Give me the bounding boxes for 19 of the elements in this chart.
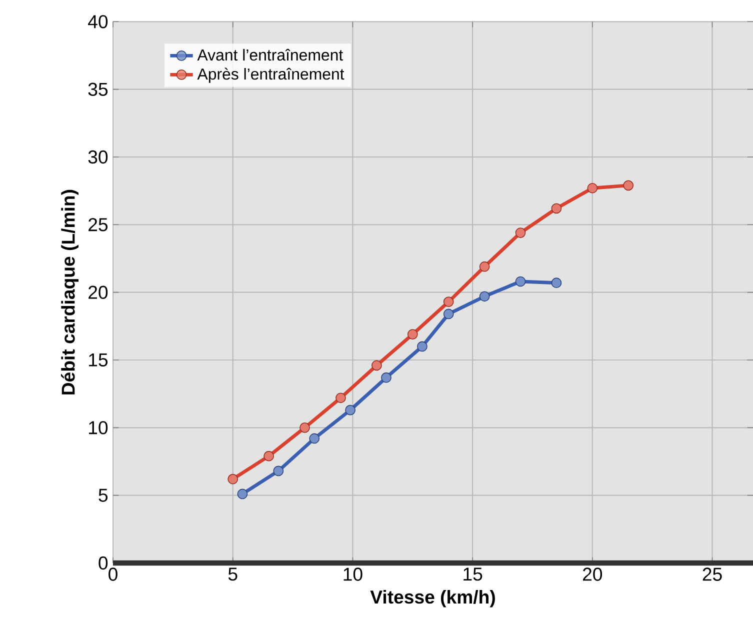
x-tick-label: 5: [228, 568, 238, 581]
y-tick-label: 20: [88, 286, 108, 299]
legend-label: Avant l’entraînement: [197, 48, 344, 61]
legend-label: Après l’entraînement: [197, 68, 344, 83]
x-axis-title: Vitesse (km/h): [370, 590, 495, 608]
x-tick-label: 25: [702, 568, 722, 581]
y-tick-label: 0: [98, 556, 108, 570]
x-tick-label: 20: [583, 568, 602, 581]
y-tick-label: 30: [88, 150, 108, 164]
x-tick-label: 10: [344, 568, 362, 581]
x-tick-label: 15: [464, 568, 482, 581]
y-tick-label: 10: [89, 421, 108, 434]
y-tick-label: 40: [88, 15, 108, 28]
y-axis-title: Débit cardiaque (L/min): [60, 190, 78, 394]
y-tick-label: 5: [98, 488, 108, 502]
y-tick-label: 15: [89, 354, 108, 366]
x-tick-label: 0: [108, 568, 118, 581]
y-tick-label: 25: [88, 218, 108, 232]
y-tick-label: 35: [88, 82, 108, 96]
